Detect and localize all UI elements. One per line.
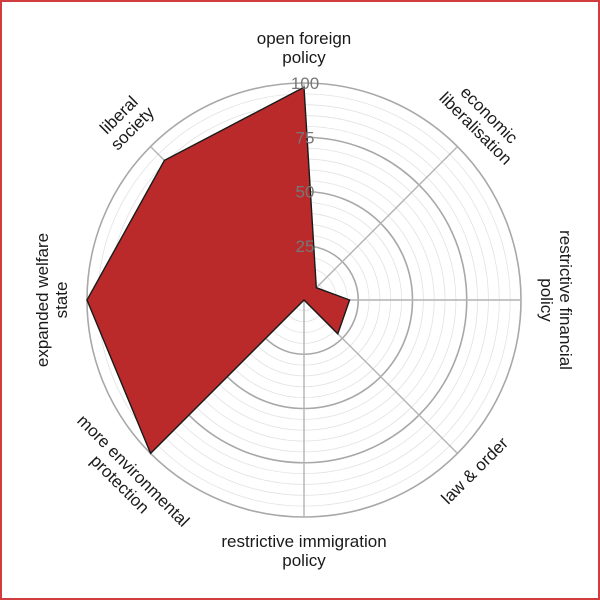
spoke-economic_liberalisation <box>303 146 458 301</box>
axis-label-expanded_welfare_state: expanded welfare state <box>33 233 71 367</box>
axis-label-line: restrictive immigration <box>221 532 386 551</box>
tick-label-50: 50 <box>296 183 315 202</box>
axis-label-line: expanded welfare <box>33 233 52 367</box>
tick-label-25: 25 <box>296 237 315 256</box>
radar-data-area <box>86 86 351 455</box>
tick-label-100: 100 <box>291 74 319 93</box>
axis-label-line: policy <box>282 48 326 67</box>
data-area-polygon <box>86 86 351 455</box>
axis-label-line: policy <box>537 278 556 322</box>
axis-label-line: restrictive financial <box>556 230 575 370</box>
radial-tick-labels: 25 50 75 100 <box>291 74 319 256</box>
axis-label-line: open foreign <box>257 29 352 48</box>
axis-label-line: state <box>52 282 71 319</box>
axis-label-line: policy <box>282 551 326 570</box>
tick-label-75: 75 <box>296 128 315 147</box>
